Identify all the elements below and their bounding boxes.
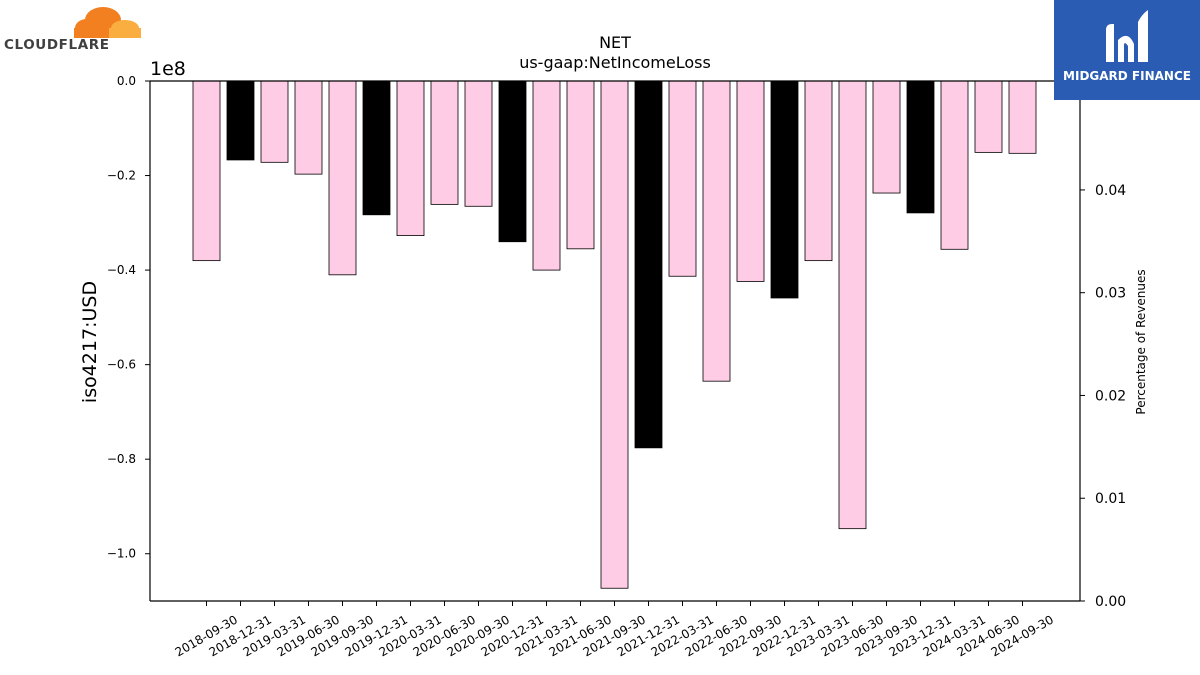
- bar-2022-12-31: [770, 80, 799, 299]
- bar-2018-09-30: [192, 80, 221, 262]
- bar-2023-06-30: [838, 80, 867, 530]
- midgard-mark-icon: [1106, 10, 1148, 62]
- bar-2022-06-30: [702, 80, 731, 382]
- bar-2021-06-30: [566, 80, 595, 250]
- y-tick-label: 0.0: [117, 74, 136, 88]
- bar-2020-12-31: [498, 80, 527, 243]
- bar-2022-09-30: [736, 80, 765, 282]
- y-tick-label: −0.4: [107, 263, 136, 277]
- cloudflare-logo: CLOUDFLARE: [4, 4, 144, 56]
- bar-2019-03-31: [260, 80, 289, 163]
- cloud-icon: [74, 7, 141, 38]
- bar-2024-06-30: [974, 80, 1003, 153]
- bar-2019-06-30: [294, 80, 323, 175]
- midgard-finance-logo: MIDGARD FINANCE: [1054, 0, 1200, 100]
- bar-2020-03-31: [396, 80, 425, 236]
- midgard-wordmark: MIDGARD FINANCE: [1063, 69, 1191, 83]
- bar-2020-09-30: [464, 80, 493, 207]
- bar-2023-12-31: [906, 80, 935, 214]
- bar-2019-12-31: [362, 80, 391, 216]
- chart-subtitle: us-gaap:NetIncomeLoss: [519, 53, 711, 72]
- bar-2018-12-31: [226, 80, 255, 161]
- y-tick-label: −0.8: [107, 452, 136, 466]
- y2-axis-label: Percentage of Revenues: [1134, 269, 1148, 414]
- y-axis-multiplier: 1e8: [150, 58, 186, 80]
- y2-tick-label: 0.00: [1095, 594, 1126, 610]
- bars-group: [192, 80, 1037, 589]
- bar-2021-12-31: [634, 80, 663, 449]
- bar-2021-03-31: [532, 80, 561, 271]
- bar-2024-09-30: [1008, 80, 1037, 154]
- y2-tick-label: 0.01: [1095, 491, 1126, 507]
- bar-2019-09-30: [328, 80, 357, 276]
- cloudflare-wordmark: CLOUDFLARE: [4, 37, 110, 53]
- y2-tick-label: 0.03: [1095, 286, 1126, 302]
- y-tick-label: −0.6: [107, 358, 136, 372]
- bar-2022-03-31: [668, 80, 697, 277]
- y2-tick-label: 0.04: [1095, 183, 1126, 199]
- y2-tick-label: 0.02: [1095, 388, 1126, 404]
- bar-2021-09-30: [600, 80, 629, 589]
- chart-title: NET: [599, 33, 631, 52]
- y-tick-label: −1.0: [107, 547, 136, 561]
- bar-2020-06-30: [430, 80, 459, 205]
- bar-2024-03-31: [940, 80, 969, 250]
- bar-2023-03-31: [804, 80, 833, 262]
- y-axis-label: iso4217:USD: [79, 281, 101, 403]
- bar-2023-09-30: [872, 80, 901, 194]
- y-tick-label: −0.2: [107, 169, 136, 183]
